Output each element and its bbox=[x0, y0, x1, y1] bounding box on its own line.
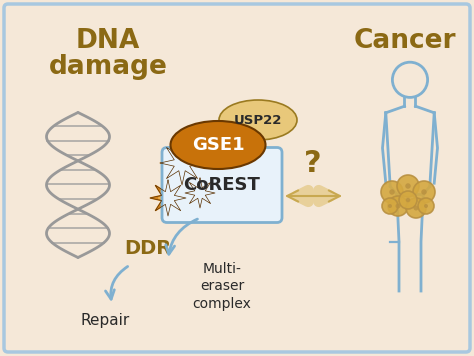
Text: DDR: DDR bbox=[124, 239, 172, 257]
Circle shape bbox=[424, 204, 428, 208]
Polygon shape bbox=[196, 129, 234, 167]
Ellipse shape bbox=[219, 100, 297, 140]
FancyArrowPatch shape bbox=[106, 267, 128, 299]
FancyBboxPatch shape bbox=[162, 147, 282, 222]
FancyBboxPatch shape bbox=[4, 4, 470, 352]
Circle shape bbox=[405, 183, 411, 189]
Polygon shape bbox=[185, 178, 215, 208]
Polygon shape bbox=[170, 151, 194, 175]
FancyArrowPatch shape bbox=[297, 190, 330, 201]
Text: Multi-
eraser
complex: Multi- eraser complex bbox=[192, 262, 251, 310]
Circle shape bbox=[406, 198, 410, 202]
Polygon shape bbox=[192, 185, 208, 201]
Circle shape bbox=[381, 181, 403, 203]
Circle shape bbox=[413, 205, 419, 210]
Polygon shape bbox=[205, 137, 226, 158]
Polygon shape bbox=[158, 188, 178, 208]
Circle shape bbox=[388, 204, 392, 208]
Polygon shape bbox=[160, 141, 204, 185]
Text: GSE1: GSE1 bbox=[191, 136, 244, 154]
FancyArrowPatch shape bbox=[166, 219, 198, 254]
Text: CoREST: CoREST bbox=[183, 176, 260, 194]
Circle shape bbox=[388, 196, 408, 216]
Ellipse shape bbox=[171, 121, 265, 169]
FancyArrowPatch shape bbox=[287, 190, 340, 201]
Polygon shape bbox=[150, 180, 186, 216]
Text: USP22: USP22 bbox=[234, 114, 282, 126]
Circle shape bbox=[421, 189, 427, 195]
Circle shape bbox=[395, 204, 401, 209]
Circle shape bbox=[413, 181, 435, 203]
Circle shape bbox=[399, 191, 417, 209]
Text: Repair: Repair bbox=[81, 313, 129, 328]
Circle shape bbox=[382, 198, 398, 214]
Text: DNA
damage: DNA damage bbox=[48, 28, 167, 80]
Circle shape bbox=[389, 189, 395, 195]
Text: Cancer: Cancer bbox=[354, 28, 456, 54]
Circle shape bbox=[418, 198, 434, 214]
Text: ?: ? bbox=[304, 148, 322, 178]
Circle shape bbox=[406, 198, 426, 218]
Circle shape bbox=[397, 175, 419, 197]
